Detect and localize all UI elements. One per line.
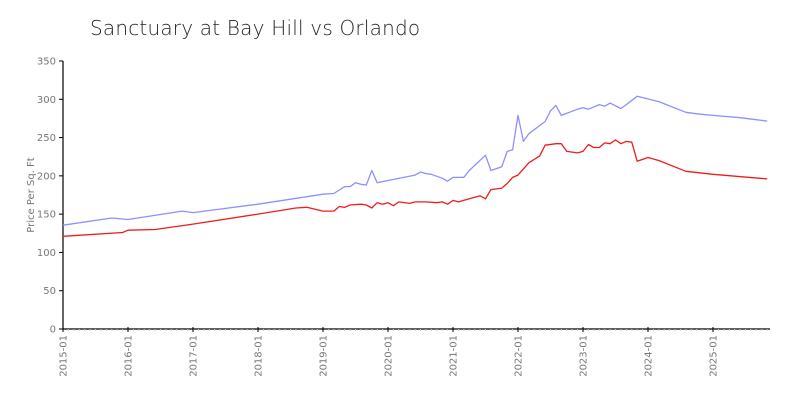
x-tick-label: 2025-01 [709, 335, 720, 377]
x-tick-label: 2020-01 [384, 335, 395, 377]
x-tick-label: 2015-01 [59, 335, 70, 377]
x-tick-label: 2023-01 [579, 335, 590, 377]
x-axis: 2015-01 2016-01 2017-01 2018-01 2019-01 2020-… [59, 327, 770, 377]
y-tick-label: 0 [50, 325, 56, 336]
y-tick-label: 200 [37, 171, 56, 182]
x-tick-label: 2021-01 [449, 335, 460, 377]
y-tick-label: 100 [37, 248, 56, 259]
y-axis-title: Price Per Sq. Ft [26, 157, 37, 232]
y-tick-label: 350 [37, 57, 56, 68]
series-line-orlando [62, 139, 768, 237]
x-tick-label: 2016-01 [124, 335, 135, 377]
y-axis: 0 50 100 150 200 250 300 350 [37, 57, 64, 336]
x-tick-label: 2024-01 [644, 335, 655, 377]
series-line-sanctuary-at-bay-hill [62, 95, 768, 226]
chart-title: Sanctuary at Bay Hill vs Orlando [90, 16, 421, 40]
x-tick-label: 2018-01 [254, 335, 265, 377]
x-tick-label: 2017-01 [189, 335, 200, 377]
y-tick-label: 300 [37, 95, 56, 106]
y-tick-label: 50 [43, 286, 56, 297]
series-lines [62, 95, 768, 237]
x-tick-label: 2022-01 [514, 335, 525, 377]
y-tick-label: 150 [37, 210, 56, 221]
x-tick-label: 2019-01 [319, 335, 330, 377]
y-tick-label: 250 [37, 133, 56, 144]
